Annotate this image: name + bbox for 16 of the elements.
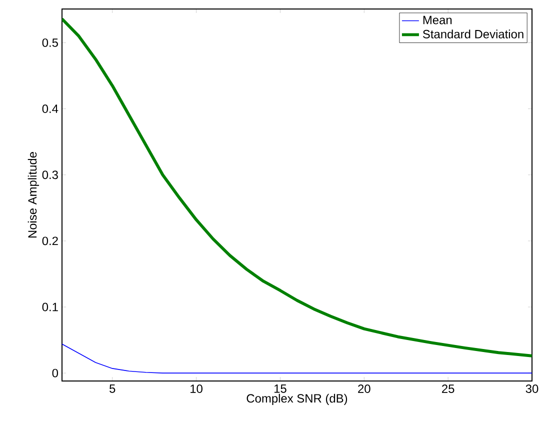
y-axis-title: Noise Amplitude (28, 152, 40, 238)
x-tick-label: 15 (274, 384, 286, 393)
y-tick-label: 0 (52, 368, 58, 378)
y-tick-label: 0.2 (42, 236, 58, 246)
x-tick-label: 25 (442, 384, 454, 393)
y-tick-label: 0.5 (42, 38, 58, 47)
legend-label: Mean (423, 16, 452, 24)
x-axis-title: Complex SNR (dB) (246, 394, 348, 405)
legend-label: Standard Deviation (422, 30, 524, 38)
y-tick-label: 0.3 (42, 170, 58, 180)
y-tick-label: 0.4 (42, 104, 58, 113)
x-tick-label: 10 (190, 384, 202, 393)
x-tick-label: 20 (358, 384, 370, 393)
x-tick-label: 5 (110, 384, 116, 393)
y-tick-label: 0.1 (42, 302, 58, 312)
x-tick-label: 30 (526, 384, 538, 393)
